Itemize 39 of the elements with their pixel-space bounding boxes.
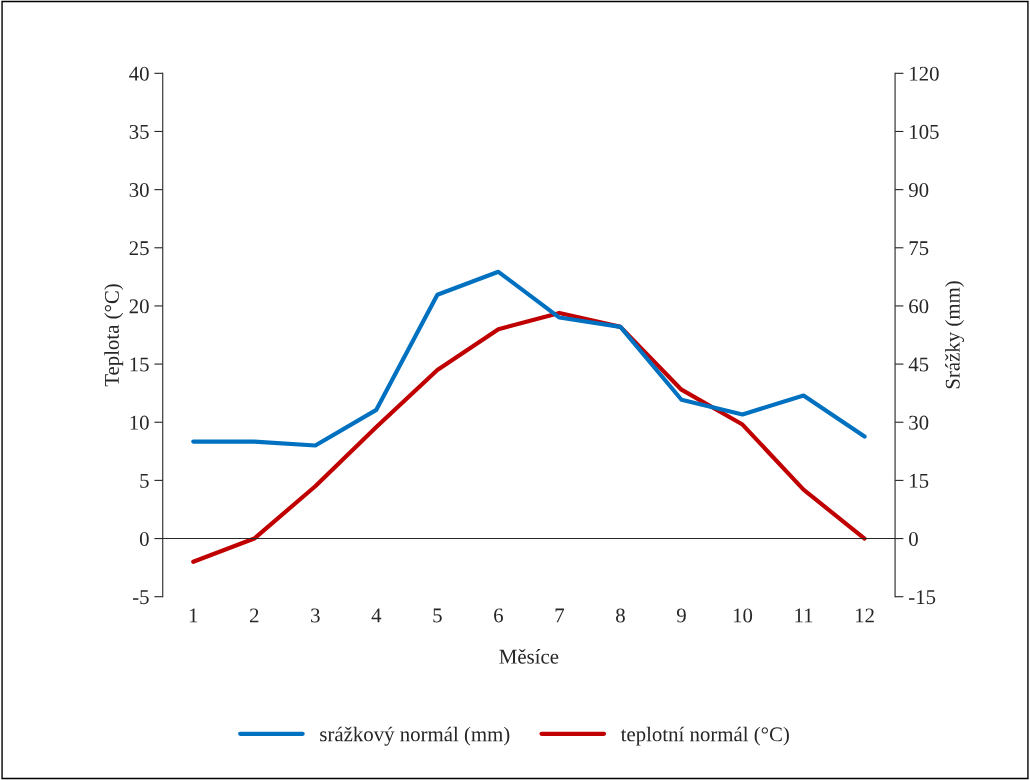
y-tick-label: 0 <box>139 531 149 546</box>
y2-tick-label: 15 <box>910 473 929 488</box>
x-tick-label: 10 <box>733 608 753 623</box>
line-series <box>191 269 867 448</box>
y-tick-label: 30 <box>129 183 149 198</box>
y-axis-title: Teplota (°C) <box>104 284 124 387</box>
x-tick-label: 7 <box>555 608 565 623</box>
x-tick-label: 2 <box>249 608 259 623</box>
y2-tick-label: 30 <box>909 415 929 430</box>
x-tick-label: 6 <box>494 608 503 623</box>
y2-tick-label: -15 <box>909 590 936 605</box>
y2-tick-label: 45 <box>908 357 929 372</box>
line-series <box>191 310 867 564</box>
y2-tick-label: 105 <box>910 124 939 139</box>
x-tick-label: 12 <box>855 608 874 623</box>
y2-tick-label: 60 <box>909 299 929 314</box>
y-tick-label: 25 <box>129 241 149 256</box>
x-tick-label: 1 <box>189 608 198 623</box>
x-tick-label: 8 <box>616 608 625 623</box>
y2-axis-title: Srážky (mm) <box>945 281 965 389</box>
y-tick-label: 40 <box>129 66 149 81</box>
legend-label: teplotní normál (°C) <box>620 726 789 746</box>
y-tick-label: 10 <box>130 415 149 430</box>
y2-tick-label: 75 <box>909 241 929 256</box>
x-tick-label: 9 <box>676 608 686 623</box>
x-tick-label: 11 <box>795 608 813 623</box>
y-tick-label: 20 <box>129 299 149 314</box>
legend-label: srážkový normál (mm) <box>320 726 510 746</box>
y2-tick-label: 90 <box>908 183 929 198</box>
x-axis-title: Měsíce <box>499 649 559 664</box>
x-tick-label: 3 <box>311 608 320 623</box>
x-tick-label: 4 <box>371 608 382 623</box>
y-tick-label: -5 <box>132 590 149 605</box>
y-tick-label: 15 <box>130 357 149 372</box>
y2-tick-label: 0 <box>909 531 918 546</box>
y-tick-label: 35 <box>129 124 149 139</box>
x-tick-label: 5 <box>433 608 442 623</box>
y2-tick-label: 120 <box>910 66 939 81</box>
y-tick-label: 5 <box>140 473 149 488</box>
